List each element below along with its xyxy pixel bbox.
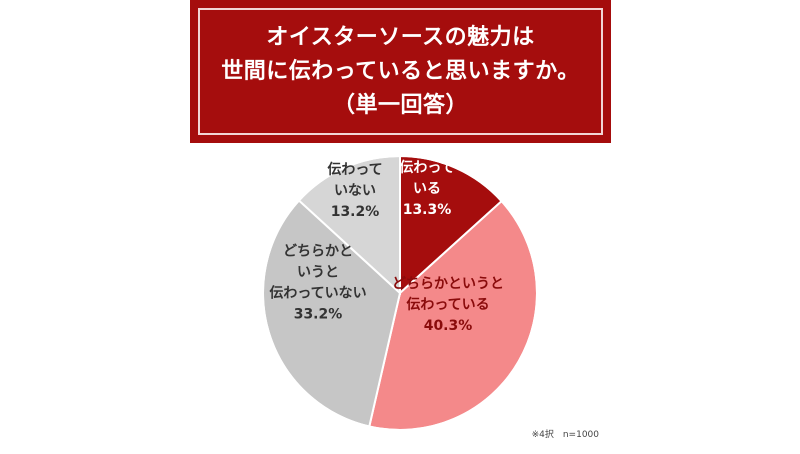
slice-value-label: 33.2% [294,307,343,323]
title-box: オイスターソースの魅力は 世間に伝わっていると思いますか。 （単一回答） [198,8,603,135]
slice-value-label: 40.3% [424,318,473,334]
slice-label-1: 伝わっている 13.3% [399,159,454,218]
title-line-1: オイスターソースの魅力は [266,24,535,50]
slice-category-label: 伝わって [399,159,454,176]
slice-category-label: どちらかと [283,244,353,260]
slice-category-label: いる [413,181,441,197]
slice-label-4: 伝わっていない 13.2% [327,161,382,220]
pie-chart-area: 伝わって いる 13.3% どちらかというと 伝わっている 40.3% どちらかと いうと 伝わ… [190,143,611,450]
infographic-card: オイスターソースの魅力は 世間に伝わっていると思いますか。 （単一回答） 伝わっ… [190,0,611,450]
slice-category-label: 伝わっている [406,296,489,313]
title-banner: オイスターソースの魅力は 世間に伝わっていると思いますか。 （単一回答） [190,0,611,143]
pie-chart: 伝わっている13.3%どちらかというと伝わっている40.3%どちらかというと伝わ… [262,154,538,431]
slice-category-label: 伝わっていない [269,285,366,302]
slice-value-label: 13.3% [403,202,452,218]
title-line-2: 世間に伝わっていると思いますか。 [221,58,580,84]
slice-category-label: 伝わって [327,161,382,178]
title-line-3: （単一回答） [332,92,468,118]
slice-category-label: どちらかというと [392,276,504,292]
pie-outline [262,155,538,431]
slice-value-label: 13.2% [331,204,380,220]
footnote: ※4択 n=1000 [531,430,599,440]
slice-category-label: いうと [297,265,339,281]
slice-category-label: いない [334,183,376,199]
